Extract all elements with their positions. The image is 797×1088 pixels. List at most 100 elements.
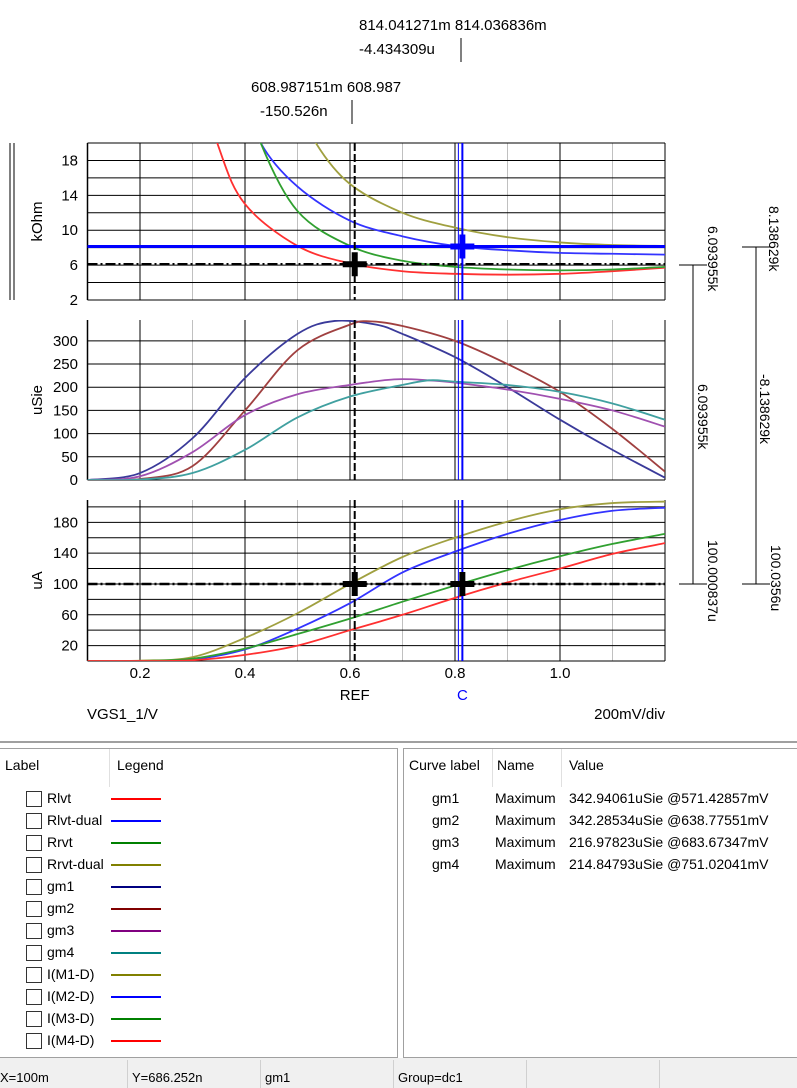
- legend-item[interactable]: Rlvt: [0, 788, 300, 810]
- legend-label: I(M2-D): [47, 988, 95, 1004]
- visibility-checkbox[interactable]: [26, 813, 42, 829]
- cursor-marker[interactable]: [450, 234, 475, 259]
- y-tick-label: 300: [53, 333, 78, 350]
- cursor-ref-readout: 608.987151m 608.987: [251, 79, 401, 96]
- visibility-checkbox[interactable]: [26, 879, 42, 895]
- y-tick-label: 200: [53, 379, 78, 396]
- y-tick-label: 100: [53, 426, 78, 443]
- x-tick-label: 0.4: [235, 665, 256, 682]
- visibility-checkbox[interactable]: [26, 923, 42, 939]
- legend-label: gm1: [47, 878, 75, 894]
- visibility-checkbox[interactable]: [26, 989, 42, 1005]
- y-axis-label: kOhm: [29, 201, 46, 241]
- series-line-rlvt-dual[interactable]: [245, 91, 665, 256]
- delta-ref-bottom: 100.000837u: [705, 540, 721, 622]
- measurement-row[interactable]: gm2 Maximum 342.28534uSie @638.77551mV: [404, 810, 797, 832]
- visibility-checkbox[interactable]: [26, 945, 42, 961]
- measurement-row[interactable]: gm3 Maximum 216.97823uSie @683.67347mV: [404, 832, 797, 854]
- status-curve: gm1: [265, 1070, 291, 1085]
- y-tick-label: 6: [70, 257, 78, 274]
- series-line-gm1[interactable]: [87, 320, 666, 480]
- legend-item[interactable]: I(M4-D): [0, 1030, 300, 1052]
- legend-item[interactable]: gm3: [0, 920, 300, 942]
- delta-ref-top: 6.093955k: [705, 226, 721, 292]
- series-line-im3-d[interactable]: [87, 533, 666, 661]
- legend-label: Rlvt: [47, 790, 72, 806]
- series-line-im1-d[interactable]: [87, 500, 666, 661]
- status-y: Y=686.252n: [132, 1070, 203, 1085]
- status-divider: [659, 1060, 660, 1088]
- header-divider: [492, 749, 493, 787]
- cursor-ref-delta: -150.526n: [260, 103, 328, 120]
- curve-label: gm3: [432, 834, 460, 850]
- y-axis-label: uA: [29, 571, 46, 589]
- visibility-checkbox[interactable]: [26, 1011, 42, 1027]
- y-tick-label: 20: [61, 638, 78, 655]
- plot-panel-kohm[interactable]: 18 14 10 6 2 kOhm: [29, 56, 666, 309]
- legend-swatch: [111, 974, 161, 976]
- curve-label: gm1: [432, 790, 460, 806]
- legend-item[interactable]: gm1: [0, 876, 300, 898]
- legend-swatch: [111, 1018, 161, 1020]
- legend-item[interactable]: Rlvt-dual: [0, 810, 300, 832]
- legend-swatch: [111, 930, 161, 932]
- series-line-im4-d[interactable]: [87, 542, 666, 661]
- delta-c-mid: -8.138629k: [757, 374, 773, 445]
- status-bar: X=100m Y=686.252n gm1 Group=dc1: [0, 1058, 797, 1088]
- legend-item[interactable]: I(M3-D): [0, 1008, 300, 1030]
- series-line-gm3[interactable]: [87, 378, 666, 480]
- x-tick-label: 0.6: [340, 665, 361, 682]
- y-tick-label: 14: [61, 187, 78, 204]
- y-tick-label: 140: [53, 545, 78, 562]
- y-tick-label: 180: [53, 514, 78, 531]
- legend-swatch: [111, 820, 161, 822]
- legend-item[interactable]: Rrvt: [0, 832, 300, 854]
- cursor-marker[interactable]: [342, 571, 367, 596]
- header-label[interactable]: Label: [5, 757, 40, 773]
- header-legend[interactable]: Legend: [117, 757, 164, 773]
- header-curve-label[interactable]: Curve label: [409, 757, 480, 773]
- legend-swatch: [111, 842, 161, 844]
- series-line-rrvt-dual[interactable]: [298, 99, 666, 247]
- cursor-label-ref[interactable]: REF: [340, 687, 370, 704]
- legend-item[interactable]: I(M2-D): [0, 986, 300, 1008]
- legend-item[interactable]: Rrvt-dual: [0, 854, 300, 876]
- measurement-panel: Curve label Name Value gm1 Maximum 342.9…: [403, 748, 797, 1058]
- legend-label: gm4: [47, 944, 75, 960]
- cursor-marker[interactable]: [450, 571, 475, 596]
- legend-swatch: [111, 996, 161, 998]
- legend-item[interactable]: gm4: [0, 942, 300, 964]
- y-tick-label: 0: [70, 472, 78, 489]
- legend-item[interactable]: I(M1-D): [0, 964, 300, 986]
- y-tick-label: 50: [61, 449, 78, 466]
- measurement-row[interactable]: gm1 Maximum 342.94061uSie @571.42857mV: [404, 788, 797, 810]
- series-line-rlvt[interactable]: [193, 56, 666, 276]
- status-divider: [127, 1060, 128, 1088]
- measure-value: 342.94061uSie @571.42857mV: [569, 790, 769, 806]
- plot-panel-usie[interactable]: 300 250 200 150 100 50 0 uSie: [29, 320, 666, 489]
- visibility-checkbox[interactable]: [26, 901, 42, 917]
- header-value[interactable]: Value: [569, 757, 604, 773]
- curve-label: gm4: [432, 856, 460, 872]
- visibility-checkbox[interactable]: [26, 967, 42, 983]
- legend-item[interactable]: gm2: [0, 898, 300, 920]
- measure-name: Maximum: [495, 812, 556, 828]
- cursor-label-c[interactable]: C: [457, 687, 468, 704]
- x-tick-label: 0.8: [445, 665, 466, 682]
- plot-panel-ua[interactable]: 180 140 100 60 20 uA: [29, 500, 666, 662]
- visibility-checkbox[interactable]: [26, 835, 42, 851]
- visibility-checkbox[interactable]: [26, 1033, 42, 1049]
- visibility-checkbox[interactable]: [26, 791, 42, 807]
- legend-swatch: [111, 886, 161, 888]
- series-line-rrvt[interactable]: [245, 82, 665, 272]
- legend-swatch: [111, 864, 161, 866]
- visibility-checkbox[interactable]: [26, 857, 42, 873]
- series-line-gm4[interactable]: [87, 379, 666, 480]
- splitter[interactable]: [0, 741, 797, 743]
- legend-label: I(M3-D): [47, 1010, 95, 1026]
- legend-swatch: [111, 798, 161, 800]
- waveform-chart[interactable]: 18 14 10 6 2 kOhm 300 250 200 150 100 50 0 uSie 180 140…: [0, 0, 797, 740]
- header-name[interactable]: Name: [497, 757, 535, 773]
- cursor-marker[interactable]: [342, 252, 367, 277]
- measurement-row[interactable]: gm4 Maximum 214.84793uSie @751.02041mV: [404, 854, 797, 876]
